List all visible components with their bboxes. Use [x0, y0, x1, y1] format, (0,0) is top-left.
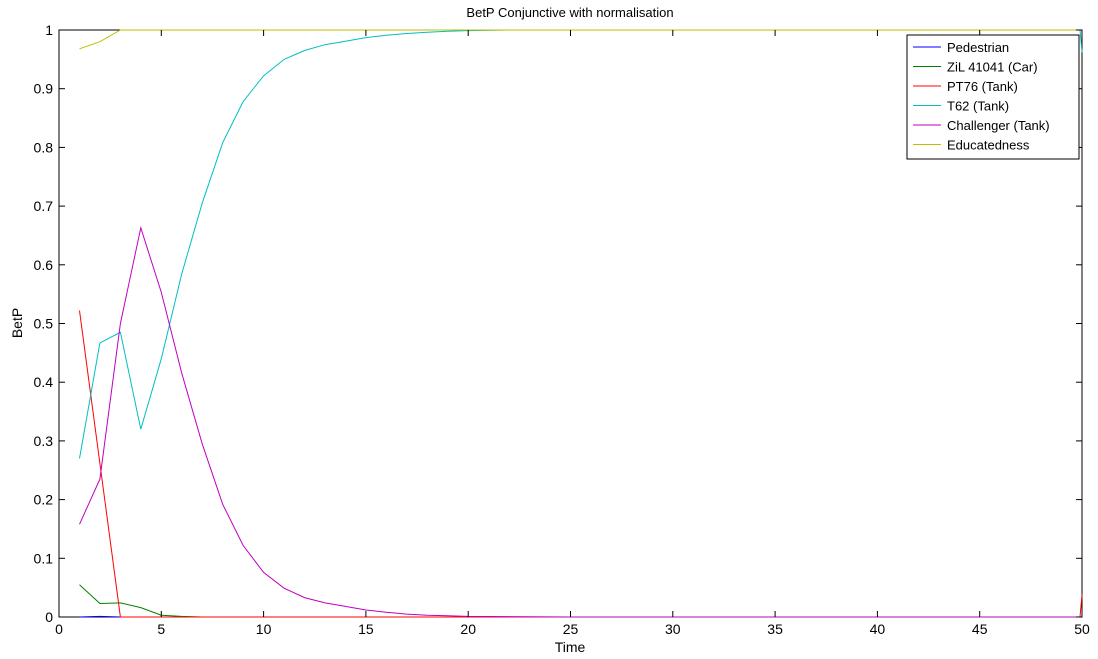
legend-label-4: Challenger (Tank) — [947, 118, 1050, 133]
legend-label-1: ZiL 41041 (Car) — [947, 60, 1038, 75]
legend-label-0: Pedestrian — [947, 40, 1009, 55]
x-tick-label: 35 — [767, 621, 783, 637]
y-tick-label: 0.8 — [34, 139, 54, 155]
y-tick-label: 0.5 — [34, 316, 54, 332]
series-line-4 — [79, 225, 1082, 618]
x-tick-label: 45 — [972, 621, 988, 637]
legend-box — [906, 34, 1080, 160]
y-tick-label: 0 — [45, 609, 53, 625]
legend-label-3: T62 (Tank) — [947, 99, 1009, 114]
x-tick-label: 40 — [870, 621, 886, 637]
x-tick-label: 15 — [358, 621, 374, 637]
y-tick-label: 0.1 — [34, 550, 54, 566]
chart-title: BetP Conjunctive with normalisation — [466, 5, 673, 20]
y-tick-label: 0.7 — [34, 198, 54, 214]
x-tick-label: 5 — [157, 621, 165, 637]
x-tick-label: 50 — [1074, 621, 1090, 637]
y-tick-label: 1 — [45, 22, 53, 38]
x-tick-label: 30 — [665, 621, 681, 637]
y-tick-label: 0.6 — [34, 257, 54, 273]
x-tick-label: 25 — [563, 621, 579, 637]
x-tick-label: 20 — [460, 621, 476, 637]
y-tick-label: 0.9 — [34, 81, 54, 97]
y-axis-title: BetP — [9, 308, 25, 338]
y-tick-label: 0.3 — [34, 433, 54, 449]
legend-label-5: Educatedness — [947, 138, 1030, 153]
legend: Pedestrian ZiL 41041 (Car) PT76 (Tank) T62 … — [906, 34, 1080, 160]
legend-label-2: PT76 (Tank) — [947, 79, 1018, 94]
axis-ticks: 0 5 10 15 20 25 30 35 40 45 50 0 0.1 0.2 0.3 0.4 0.5 0.6 0… — [34, 22, 1090, 637]
x-tick-label: 0 — [55, 621, 63, 637]
x-axis-title: Time — [555, 639, 586, 655]
x-tick-label: 10 — [256, 621, 272, 637]
y-tick-label: 0.2 — [34, 492, 54, 508]
y-tick-label: 0.4 — [34, 374, 54, 390]
